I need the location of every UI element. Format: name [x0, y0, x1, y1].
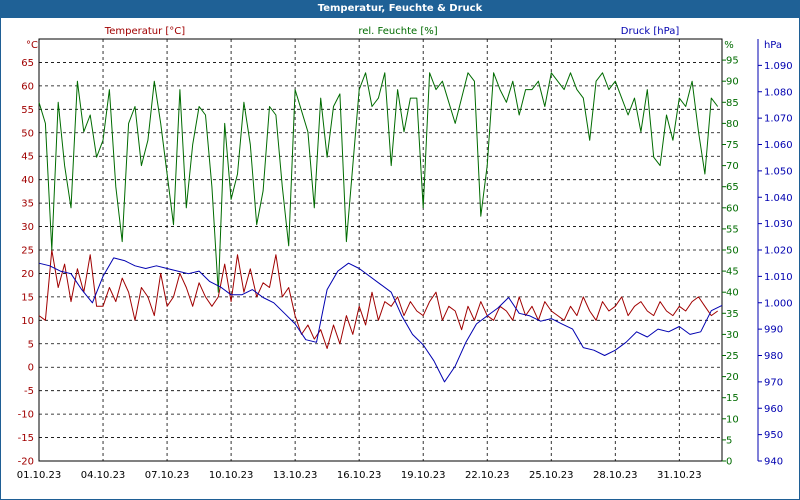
- y-tick-pressure: 1.040: [764, 193, 793, 204]
- x-tick-label: 07.10.23: [145, 470, 190, 481]
- y-tick-humidity: 45: [726, 267, 739, 278]
- x-tick-label: 19.10.23: [401, 470, 446, 481]
- y-tick-temperature: 55: [21, 105, 34, 116]
- y-tick-humidity: 30: [726, 330, 739, 341]
- y-tick-pressure: 980: [764, 351, 783, 362]
- grid: [38, 38, 723, 462]
- y-tick-temperature: -10: [18, 410, 34, 421]
- legend-humidity: rel. Feuchte [%]: [358, 26, 437, 37]
- y-tick-temperature: 60: [21, 81, 34, 92]
- y-tick-temperature: 15: [21, 292, 34, 303]
- x-tick-label: 31.10.23: [657, 470, 702, 481]
- legend: Temperatur [°C] rel. Feuchte [%] Druck […: [104, 26, 680, 37]
- y-tick-pressure: 990: [764, 325, 783, 336]
- y-tick-temperature: -5: [24, 386, 34, 397]
- series-layer: [38, 72, 723, 383]
- y-tick-temperature: 10: [21, 316, 34, 327]
- y-tick-humidity: 15: [726, 393, 739, 404]
- y-tick-pressure: 960: [764, 404, 783, 415]
- y-tick-humidity: 5: [726, 435, 732, 446]
- y-tick-temperature: 40: [21, 175, 34, 186]
- y-tick-pressure: 1.080: [764, 87, 793, 98]
- x-tick-label: 22.10.23: [465, 470, 510, 481]
- y-tick-temperature: 65: [21, 58, 34, 69]
- y-tick-humidity: 20: [726, 372, 739, 383]
- series-humidity-line: [38, 72, 719, 293]
- axis-unit-temperature: °C: [26, 40, 38, 51]
- y-tick-humidity: 35: [726, 309, 739, 320]
- x-tick-label: 25.10.23: [529, 470, 574, 481]
- y-tick-humidity: 80: [726, 119, 739, 130]
- y-tick-pressure: 1.060: [764, 140, 793, 151]
- y-tick-humidity: 65: [726, 182, 739, 193]
- axis-unit-humidity: %: [724, 40, 734, 51]
- y-tick-humidity: 40: [726, 288, 739, 299]
- axis-unit-pressure: hPa: [764, 40, 782, 51]
- y-tick-pressure: 1.000: [764, 298, 793, 309]
- y-tick-temperature: 50: [21, 128, 34, 139]
- x-tick-label: 16.10.23: [337, 470, 382, 481]
- y-tick-humidity: 10: [726, 414, 739, 425]
- y-tick-temperature: 45: [21, 152, 34, 163]
- y-tick-humidity: 25: [726, 351, 739, 362]
- y-tick-temperature: 20: [21, 269, 34, 280]
- legend-temperature: Temperatur [°C]: [104, 26, 185, 37]
- x-tick-label: 28.10.23: [593, 470, 638, 481]
- y-tick-pressure: 1.070: [764, 114, 793, 125]
- y-tick-temperature: 5: [28, 339, 34, 350]
- y-tick-pressure: 950: [764, 430, 783, 441]
- y-tick-temperature: -20: [18, 457, 34, 468]
- y-tick-temperature: 35: [21, 199, 34, 210]
- y-tick-pressure: 970: [764, 377, 783, 388]
- y-tick-temperature: 30: [21, 222, 34, 233]
- y-tick-humidity: 85: [726, 98, 739, 109]
- y-tick-temperature: 0: [28, 363, 34, 374]
- y-tick-pressure: 1.050: [764, 166, 793, 177]
- y-tick-pressure: 940: [764, 457, 783, 468]
- series-temperature-line: [38, 249, 718, 349]
- y-tick-humidity: 90: [726, 77, 739, 88]
- series-pressure-line: [38, 257, 723, 383]
- y-tick-temperature: -15: [18, 433, 34, 444]
- x-tick-label: 13.10.23: [273, 470, 318, 481]
- y-tick-humidity: 60: [726, 203, 739, 214]
- y-tick-pressure: 1.090: [764, 61, 793, 72]
- axes: 65605550454035302520151050-5-10-15-2001.…: [17, 39, 793, 481]
- legend-pressure: Druck [hPa]: [621, 26, 680, 37]
- y-tick-pressure: 1.010: [764, 272, 793, 283]
- y-tick-pressure: 1.020: [764, 246, 793, 257]
- x-tick-label: 04.10.23: [81, 470, 126, 481]
- window-title: Temperatur, Feuchte & Druck: [0, 0, 800, 18]
- y-tick-humidity: 75: [726, 140, 739, 151]
- y-tick-humidity: 70: [726, 161, 739, 172]
- y-tick-pressure: 1.030: [764, 219, 793, 230]
- y-tick-humidity: 95: [726, 56, 739, 67]
- y-tick-humidity: 55: [726, 224, 739, 235]
- y-tick-humidity: 50: [726, 246, 739, 257]
- x-tick-label: 10.10.23: [209, 470, 254, 481]
- x-tick-label: 01.10.23: [17, 470, 62, 481]
- y-tick-humidity: 0: [726, 457, 732, 468]
- y-tick-temperature: 25: [21, 246, 34, 257]
